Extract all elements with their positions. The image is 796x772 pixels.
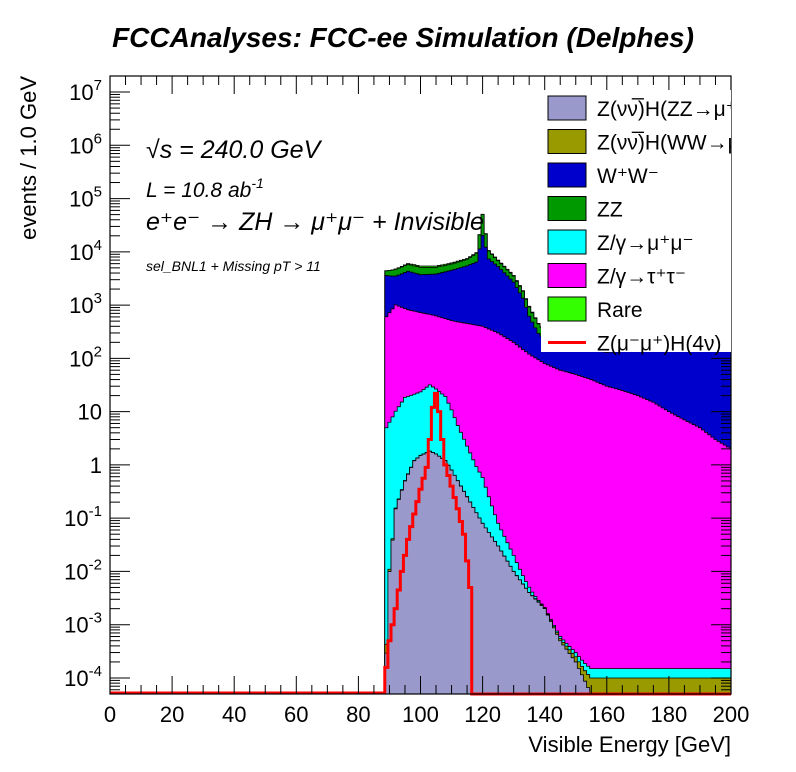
legend-label: Z(νν̅)H(WW→μ⁺νμ⁻ν): [597, 132, 796, 155]
legend-label: Z(νν̅)H(ZZ→μ⁺μ⁻ν⁺ν⁻): [597, 98, 796, 121]
chart-title: FCCAnalyses: FCC-ee Simulation (Delphes): [112, 22, 694, 53]
x-tick-label: 80: [346, 702, 370, 727]
legend-swatch: [547, 296, 587, 322]
y-tick-label: 103: [69, 290, 102, 318]
y-axis-label: events / 1.0 GeV: [16, 76, 41, 240]
process-annotation: e⁺e⁻ → ZH → μ⁺μ⁻ + Invisible: [146, 208, 484, 236]
y-tick-label: 104: [69, 237, 102, 265]
y-tick-label: 10-4: [64, 663, 102, 691]
y-tick-label: 102: [69, 343, 102, 371]
y-tick-label: 10-2: [64, 556, 102, 584]
legend-label: Z/γ→μ⁺μ⁻: [597, 232, 694, 255]
x-tick-label: 100: [402, 702, 439, 727]
legend-swatch: [547, 263, 587, 288]
y-tick-label: 10-1: [64, 503, 102, 531]
y-axis-ticks: 10-4 10-3 10-2 10-1 1 10 102 103 104 105 106 107: [64, 75, 731, 695]
x-axis-label: Visible Energy [GeV]: [528, 732, 731, 757]
legend-swatch: [547, 229, 587, 255]
x-tick-label: 180: [651, 702, 688, 727]
legend-swatch: [547, 95, 587, 121]
legend-swatch: [547, 129, 587, 154]
legend-label: Z(μ⁻μ⁺)H(4ν): [597, 333, 722, 356]
legend-swatch: [547, 196, 587, 221]
legend-swatch: [547, 162, 587, 188]
y-tick-label: 107: [69, 77, 102, 105]
x-tick-label: 0: [104, 702, 116, 727]
x-tick-label: 60: [284, 702, 308, 727]
legend-label: Z/γ→τ⁺τ⁻: [597, 266, 686, 289]
legend-label: Rare: [597, 299, 643, 322]
y-tick-label: 10: [78, 400, 102, 425]
legend-label: W⁺W⁻: [597, 165, 659, 188]
lumi-main: L = 10.8 ab: [146, 179, 252, 202]
x-tick-label: 20: [160, 702, 184, 727]
selection-annotation: sel_BNL1 + Missing pT > 11: [146, 258, 321, 274]
y-tick-label: 105: [69, 184, 102, 212]
y-tick-label: 106: [69, 130, 102, 158]
sqrt-s-annotation: √s = 240.0 GeV: [146, 136, 323, 164]
legend: Z(νν̅)H(ZZ→μ⁺μ⁻ν⁺ν⁻) Z(νν̅)H(WW→μ⁺νμ⁻ν) W⁺…: [541, 90, 796, 356]
y-tick-label: 10-3: [64, 610, 102, 638]
lumi-annotation: L = 10.8 ab-1: [146, 175, 264, 202]
legend-entries: Z(νν̅)H(ZZ→μ⁺μ⁻ν⁺ν⁻) Z(νν̅)H(WW→μ⁺νμ⁻ν) W⁺…: [547, 95, 796, 356]
legend-label: ZZ: [597, 199, 623, 222]
lumi-exp: -1: [251, 175, 263, 191]
x-tick-label: 160: [588, 702, 625, 727]
x-tick-label: 40: [222, 702, 246, 727]
x-tick-label: 120: [464, 702, 501, 727]
y-tick-label: 1: [90, 453, 102, 478]
x-tick-label: 140: [526, 702, 563, 727]
x-axis-ticks: 0 20 40 60 80 100 120 140 160 180 200: [104, 76, 749, 727]
x-tick-label: 200: [713, 702, 750, 727]
